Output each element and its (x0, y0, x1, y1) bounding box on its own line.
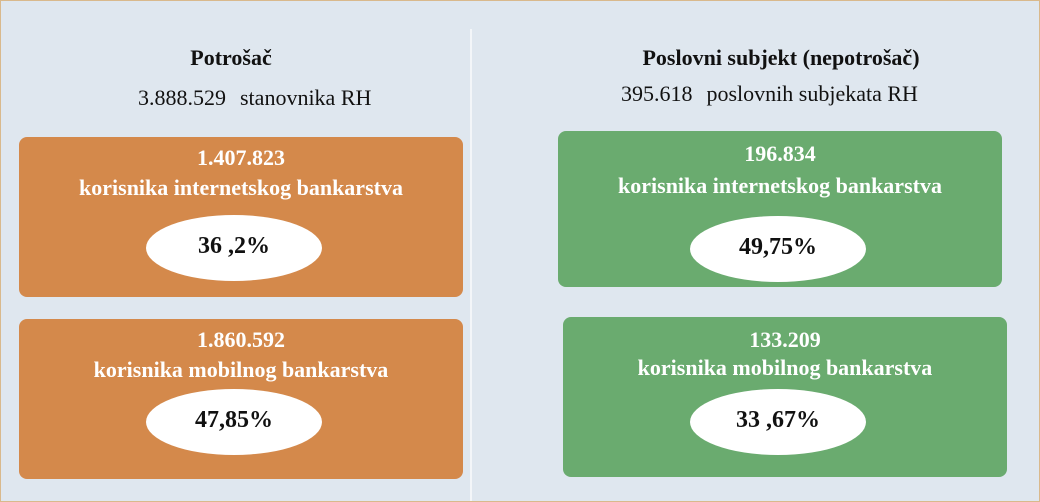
box-label: korisnika mobilnog bankarstva (637, 355, 933, 380)
share: 49,75% (690, 216, 866, 282)
box-label: korisnika internetskog bankarstva (618, 173, 942, 198)
population-label: stanovnika RH (240, 85, 372, 110)
share: 47,85% (146, 389, 322, 455)
box-number: 1.407.823 (197, 145, 285, 170)
box-label: korisnika mobilnog bankarstva (93, 357, 389, 382)
divider (470, 29, 472, 501)
stat-box: 196.834 korisnika internetskog bankarstv… (558, 131, 1002, 287)
population: 3.888.529 stanovnika RH (138, 85, 385, 111)
box-number: 1.860.592 (197, 327, 285, 352)
panel-title: Poslovni subjekt (nepotrošač) (642, 45, 920, 70)
stat-box: 1.860.592 korisnika mobilnog bankarstva … (19, 319, 463, 479)
share: 36 ,2% (146, 215, 322, 281)
population-number: 3.888.529 (138, 85, 226, 110)
panel-title: Potrošač (190, 45, 272, 70)
box-label: korisnika internetskog bankarstva (79, 175, 403, 200)
box-number: 133.209 (749, 327, 821, 352)
stat-box: 133.209 korisnika mobilnog bankarstva 33… (563, 317, 1007, 477)
box-number: 196.834 (744, 141, 816, 166)
population-number: 395.618 (621, 81, 693, 106)
population: 395.618 poslovnih subjekata RH (621, 81, 932, 107)
share: 33 ,67% (690, 389, 866, 455)
stat-box: 1.407.823 korisnika internetskog bankars… (19, 137, 463, 297)
population-label: poslovnih subjekata RH (706, 81, 918, 106)
